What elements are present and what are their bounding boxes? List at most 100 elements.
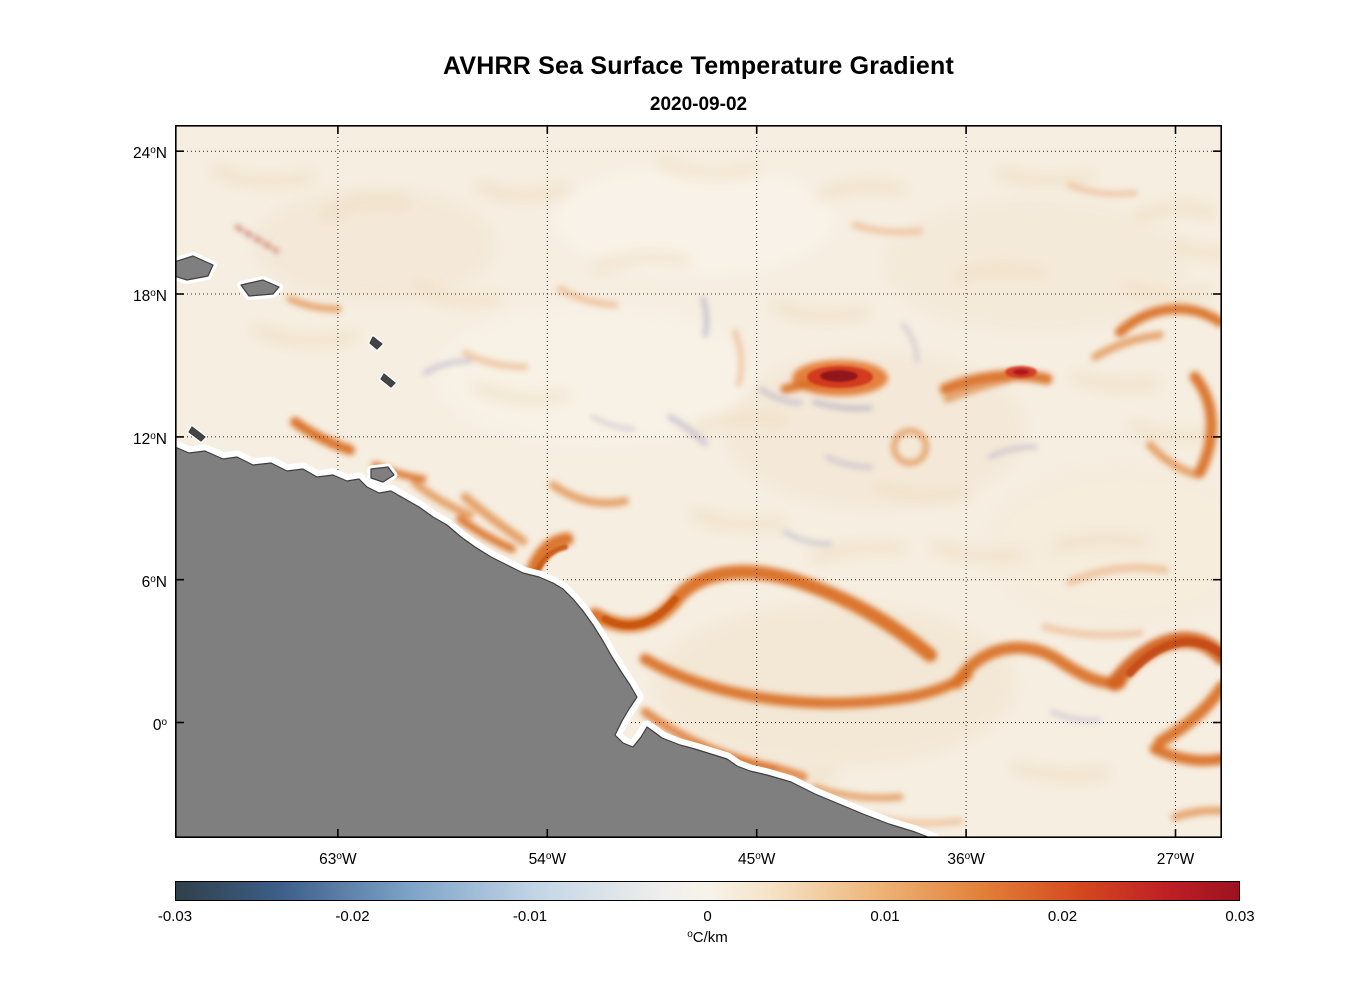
sst-front-blob [555, 165, 835, 275]
sst-front-filament [1091, 331, 1164, 361]
tick-number: 0 [152, 716, 162, 734]
sst-front-filament [456, 515, 516, 553]
colorbar-units-label: oC/km [175, 929, 1240, 946]
colorbar-tick-label: 0.02 [1047, 908, 1078, 925]
tick-number: 24 [132, 145, 151, 163]
sst-front-filament [824, 454, 874, 470]
sst-front-filament [1071, 373, 1159, 389]
degree-symbol: o [687, 929, 693, 940]
sst-front-filament [601, 595, 679, 629]
land-shape [240, 279, 280, 297]
sst-front-filament [413, 283, 501, 306]
sst-front-filament [1146, 441, 1202, 479]
degree-symbol: o [755, 851, 761, 862]
sst-front-filament [253, 326, 356, 345]
sst-front-filament [1126, 637, 1222, 677]
tick-suffix: W [1179, 851, 1195, 868]
degree-symbol: o [545, 851, 552, 862]
lon-tick-label: 27oW [1131, 846, 1221, 868]
sst-front-blob [435, 305, 755, 445]
tick-number: 12 [132, 430, 151, 448]
degree-symbol: o [150, 288, 156, 299]
sst-front-filament [639, 653, 973, 709]
lat-tick-label: 24oN [0, 140, 167, 162]
sst-front-filament [1171, 806, 1222, 821]
sst-front-blob [885, 200, 1185, 330]
sst-front-filament [873, 483, 971, 500]
sst-front-filament [1050, 709, 1101, 723]
lat-tick-label: 0o [0, 712, 167, 734]
sst-front-filament [1013, 763, 1109, 780]
sst-front-filament [556, 285, 619, 309]
sst-front-filament [1041, 623, 1144, 639]
map-plot [175, 125, 1222, 838]
sst-front-filament [473, 383, 569, 403]
tick-number: 6 [141, 573, 151, 591]
tick-number: 18 [132, 288, 151, 305]
sst-front-filament [1129, 423, 1217, 440]
tick-suffix: N [155, 573, 167, 591]
land-shape [370, 466, 395, 483]
lon-tick-label: 45oW [712, 846, 802, 868]
sst-gradient-map [175, 125, 1222, 838]
sst-front-filament [593, 253, 691, 271]
sst-front-filament [773, 303, 869, 320]
sst-front-filament [987, 444, 1038, 460]
tick-suffix: N [155, 430, 167, 448]
lat-tick-label: 6oN [0, 569, 167, 591]
sst-front-filament [235, 225, 279, 253]
sst-front-filament [816, 181, 904, 201]
sst-front-filament [460, 492, 528, 546]
land-shape [188, 426, 206, 442]
colorbar [175, 881, 1240, 901]
sst-front-filament [1189, 371, 1217, 478]
tick-number: 27 [1156, 851, 1175, 868]
sst-front-filament [1053, 534, 1147, 551]
sst-front-filament [1133, 204, 1217, 221]
sst-front-filament [1123, 283, 1211, 300]
tick-number: 63 [319, 851, 337, 868]
sst-front-blob [1013, 369, 1029, 375]
sst-front-filament [951, 641, 1126, 690]
colorbar-tick-label: 0.03 [1225, 908, 1255, 925]
colorbar-tick-label: 0 [703, 908, 712, 925]
degree-symbol: o [150, 430, 156, 442]
tick-number: 36 [947, 851, 965, 868]
tick-number: 54 [528, 851, 546, 868]
sst-front-filament [812, 399, 873, 411]
sst-front-filament [901, 323, 919, 363]
sst-front-ring [891, 428, 929, 466]
lat-tick-label: 12oN [0, 426, 167, 448]
sst-front-filament [953, 264, 1046, 281]
sst-front-filament [321, 196, 411, 221]
sst-front-filament [939, 369, 1053, 395]
tick-suffix: W [970, 851, 985, 868]
sst-front-blob [985, 465, 1222, 625]
sst-front-filament [851, 221, 924, 236]
land-shape [369, 336, 383, 350]
sst-front-filament [757, 386, 803, 406]
degree-symbol: o [150, 145, 156, 157]
sst-front-filament [931, 543, 1023, 560]
sst-front-filament [422, 358, 473, 376]
sst-front-filament [1115, 304, 1222, 337]
sst-front-filament [290, 417, 355, 455]
sst-front-filament [411, 479, 474, 519]
colorbar-tick-label: -0.01 [512, 908, 548, 925]
sst-front-filament [1154, 681, 1222, 748]
tick-suffix: W [551, 851, 567, 868]
sst-front-filament [1067, 182, 1138, 197]
sst-front-filament [732, 329, 745, 387]
sst-front-filament [811, 544, 905, 561]
sst-front-filament [667, 414, 708, 446]
landmass [175, 252, 940, 838]
lon-tick-label: 63oW [293, 846, 383, 868]
colorbar-tick-label: 0.01 [870, 908, 900, 925]
sst-front-filament [1066, 563, 1169, 586]
sst-front-filament [691, 511, 785, 529]
lon-tick-label: 54oW [502, 846, 592, 868]
tick-suffix: N [155, 288, 167, 305]
land-shape [175, 446, 933, 838]
figure-title: AVHRR Sea Surface Temperature Gradient [443, 52, 954, 80]
